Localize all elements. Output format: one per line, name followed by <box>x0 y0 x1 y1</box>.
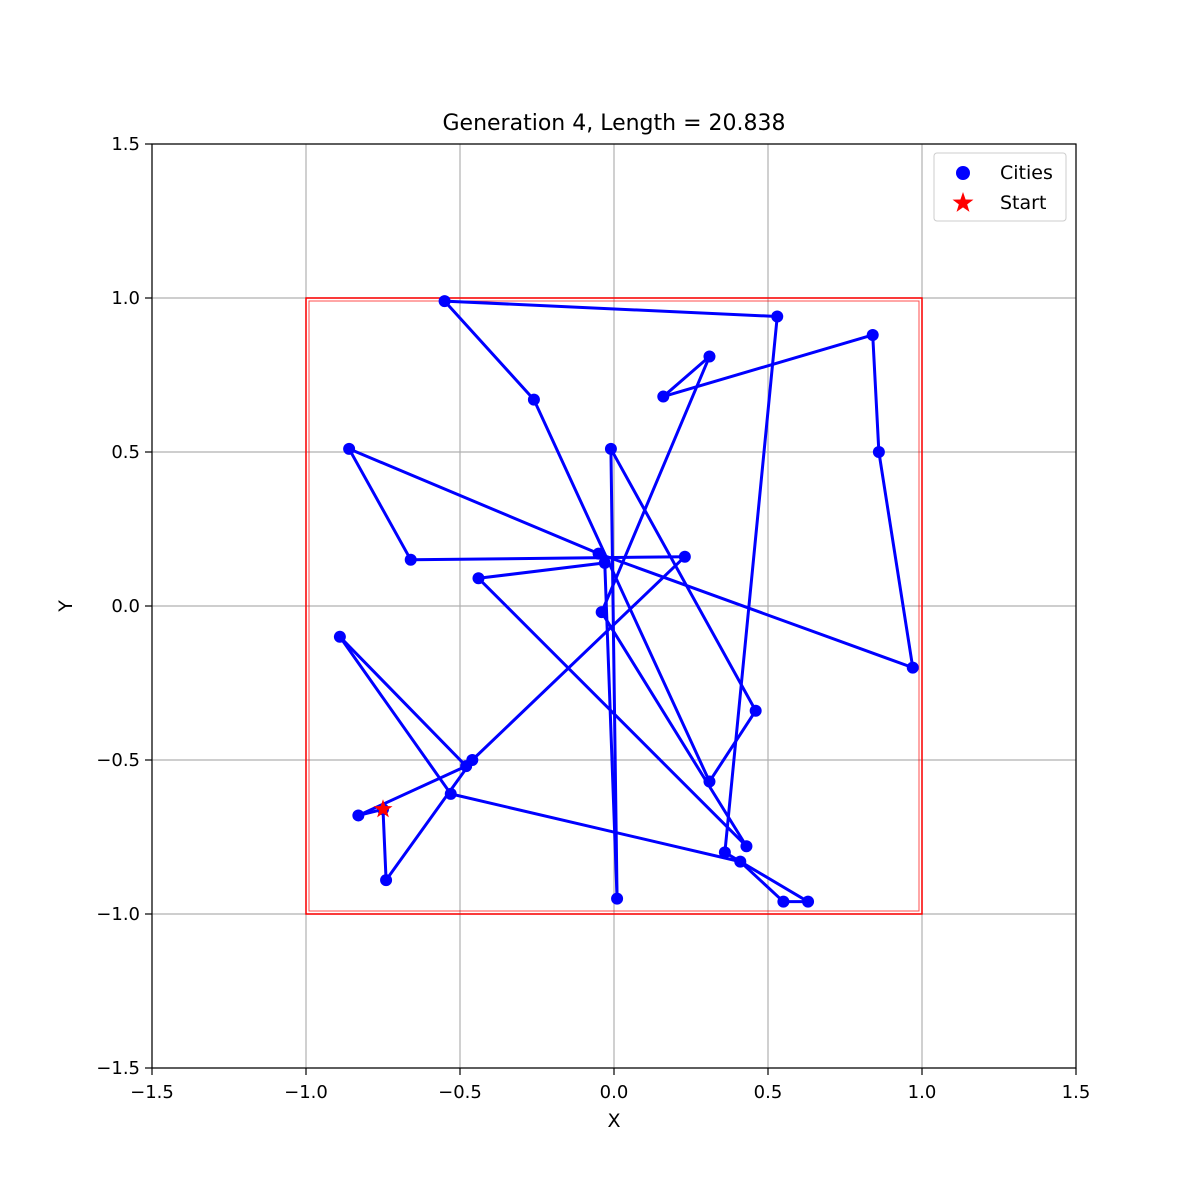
city-point <box>734 855 747 868</box>
route-segment <box>600 355 711 614</box>
x-axis-label: X <box>607 1110 620 1132</box>
x-tick-label: 0.5 <box>754 1082 783 1103</box>
route-segment <box>877 450 915 670</box>
city-point <box>802 895 815 908</box>
city-point <box>718 846 731 859</box>
y-tick-label: 0.0 <box>111 596 140 617</box>
legend-start-label: Start <box>1000 192 1046 214</box>
route-segment <box>661 355 711 399</box>
city-point <box>749 704 762 717</box>
city-point <box>866 328 879 341</box>
route-segment <box>381 807 388 882</box>
route-segment <box>338 635 468 768</box>
start-marker <box>373 799 393 818</box>
legend-cities-label: Cities <box>1000 162 1053 184</box>
city-point <box>598 556 611 569</box>
route-segment <box>609 447 758 713</box>
route-segment <box>384 758 474 882</box>
route-segment <box>476 576 748 848</box>
legend: Cities Start <box>933 152 1067 222</box>
boundary-square-inner <box>308 300 920 912</box>
route-segment <box>661 333 875 399</box>
city-point <box>872 446 885 458</box>
axis-ticks: −1.5 −1.0 −0.5 0.0 0.5 1.0 1.5 −1.5 −1.0 −0.5 0.0 0… <box>96 134 1090 1103</box>
city-point <box>777 895 790 908</box>
route-segment <box>409 555 687 562</box>
city-point <box>604 442 617 455</box>
chart-title: Generation 4, Length = 20.838 <box>443 111 786 136</box>
route-lines <box>338 299 915 904</box>
route-segment <box>532 398 711 784</box>
city-point <box>333 630 346 643</box>
route-segment <box>609 447 619 901</box>
city-point <box>438 295 451 308</box>
city-point <box>352 809 365 822</box>
y-tick-label: 0.5 <box>111 442 140 463</box>
x-tick-label: 1.5 <box>1062 1082 1091 1103</box>
city-point <box>592 547 605 560</box>
city-point <box>703 775 716 788</box>
legend-start-marker <box>952 192 974 212</box>
city-point <box>444 787 457 800</box>
city-point <box>404 553 417 566</box>
route-segment <box>723 314 779 854</box>
legend-cities-marker <box>956 166 970 180</box>
city-point <box>771 310 784 323</box>
start-marker-layer <box>373 799 393 818</box>
y-tick-label: 1.5 <box>111 134 140 155</box>
route-segment <box>600 610 748 848</box>
x-tick-label: −0.5 <box>438 1082 482 1103</box>
x-tick-label: −1.0 <box>284 1082 328 1103</box>
city-point <box>343 442 356 455</box>
route-segment <box>871 333 881 454</box>
route-segment <box>347 447 601 556</box>
route-segment <box>597 552 915 670</box>
route-segment <box>443 299 536 402</box>
city-point <box>472 572 485 585</box>
city-point <box>678 550 691 563</box>
city-point <box>657 390 670 403</box>
city-point <box>595 606 608 619</box>
route-segment <box>449 792 742 864</box>
route-segment <box>470 555 687 762</box>
city-point <box>466 754 479 766</box>
boundary-square <box>305 297 923 915</box>
y-axis-label: Y <box>55 600 77 613</box>
y-tick-label: −0.5 <box>96 750 140 771</box>
route-segment <box>338 635 453 796</box>
route-segment <box>738 860 785 904</box>
city-points <box>333 295 919 908</box>
city-point <box>740 840 753 853</box>
city-point <box>611 892 624 905</box>
route-segment <box>443 299 779 318</box>
y-tick-label: −1.0 <box>96 904 140 925</box>
y-tick-label: −1.5 <box>96 1058 140 1079</box>
y-tick-label: 1.0 <box>111 288 140 309</box>
x-tick-label: 0.0 <box>600 1082 629 1103</box>
city-point <box>527 393 540 406</box>
route-segment <box>476 561 607 580</box>
city-point <box>906 661 919 674</box>
x-tick-label: −1.5 <box>130 1082 174 1103</box>
city-point <box>703 350 716 363</box>
x-tick-label: 1.0 <box>908 1082 937 1103</box>
route-segment <box>347 447 413 562</box>
route-segment <box>707 709 758 784</box>
city-point <box>380 874 393 887</box>
